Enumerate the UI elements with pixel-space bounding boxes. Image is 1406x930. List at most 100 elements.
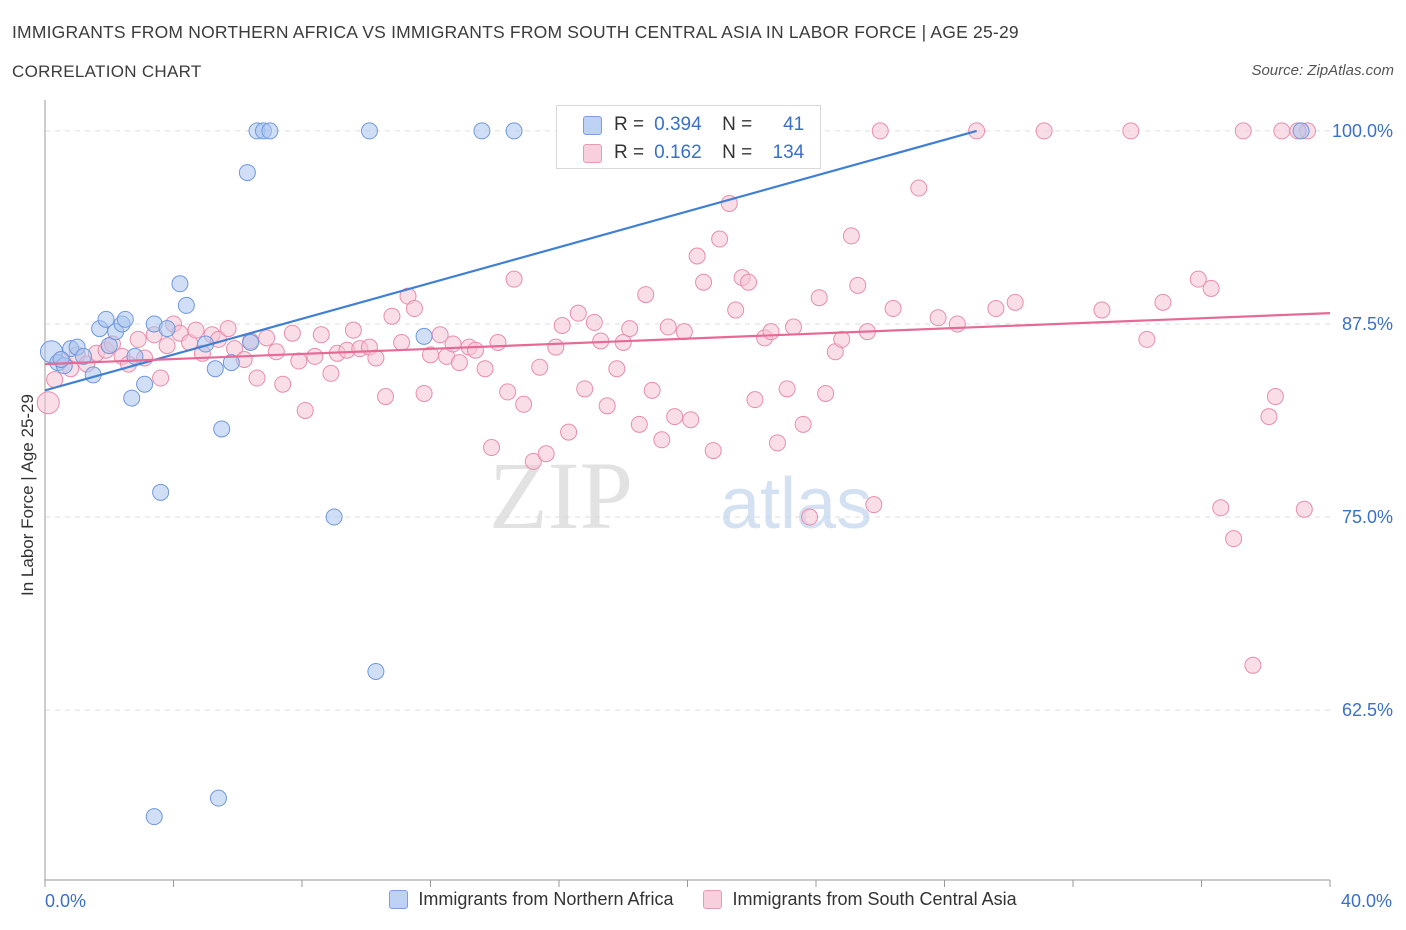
blue-point [152,483,170,501]
pink-point [987,300,1005,318]
pink-point [810,289,828,307]
blue-swatch [583,115,602,135]
pink-point [1273,122,1291,140]
pink-point [312,326,330,344]
blue-point [242,333,260,351]
pink-point [537,445,555,463]
pink-point [158,337,176,355]
legend-item-south-central-asia: Immigrants from South Central Asia [703,889,1017,910]
pink-point [608,360,626,378]
pink-point [560,423,578,441]
blue-point [97,310,115,328]
blue-point [171,275,189,293]
pink-point [621,320,639,338]
pink-trend-line [44,312,1331,366]
pink-point [637,286,655,304]
n-label: N = [722,142,753,163]
pink-point [553,317,571,335]
pink-point [948,315,966,333]
n-value: 41 [783,114,805,135]
pink-point [785,318,803,336]
pink-point [322,364,340,382]
pink-point [476,360,494,378]
chart-subtitle: CORRELATION CHART [12,62,202,81]
blue-series-points [39,122,1310,826]
pink-point [711,230,729,248]
pink-point [383,307,401,325]
legend-swatch-pink [703,890,723,909]
blue-point [100,337,118,355]
pink-point [36,391,60,415]
y-tick-label: 87.5% [1342,314,1393,334]
pink-point [1212,499,1230,517]
pink-point [219,320,237,338]
trend-lines [44,129,1331,392]
legend-label: Immigrants from South Central Asia [732,889,1017,909]
pink-point [1260,408,1278,426]
pink-point [865,496,883,514]
r-value: 0.162 [654,142,702,163]
pink-point [643,381,661,399]
pink-point [1202,279,1220,297]
pink-point [653,431,671,449]
legend-swatch-blue [389,890,409,909]
blue-point [473,122,491,140]
pink-point [801,508,819,526]
pink-point [306,347,324,365]
blue-point [123,389,141,407]
pink-point [1122,122,1140,140]
pink-point [768,434,786,452]
pink-swatch [583,143,602,163]
pink-point [450,354,468,372]
blue-point [1292,122,1310,140]
pink-point [682,411,700,429]
pink-point [1225,530,1243,548]
watermark-zip: ZIP [489,442,633,549]
pink-point [505,270,523,288]
pink-point [910,179,928,197]
legend-item-northern-africa: Immigrants from Northern Africa [389,889,673,910]
pink-point [129,330,147,348]
pink-point [283,324,301,342]
x-tick-max: 40.0% [1340,891,1392,911]
blue-point [52,350,70,368]
pink-point [675,323,693,341]
blue-point [126,347,144,365]
blue-point [505,122,523,140]
pink-point [524,452,542,470]
pink-point [849,276,867,294]
blue-point [206,360,224,378]
pink-point [695,273,713,291]
stats-row-pink: R = 0.162 N = 134 [583,141,804,165]
pink-point [871,122,889,140]
pink-point [499,383,517,401]
n-label: N = [722,114,753,135]
n-value: 134 [772,142,805,163]
watermark: ZIP atlas [489,442,872,549]
blue-point [158,320,176,338]
y-tick-label: 100.0% [1332,121,1393,141]
pink-point [444,335,462,353]
pink-point [466,341,484,359]
blue-point [367,662,385,680]
blue-point [238,164,256,182]
r-value: 0.394 [654,114,702,135]
pink-point [833,330,851,348]
pink-point [489,333,507,351]
y-tick-label: 62.5% [1342,700,1393,720]
pink-point [258,329,276,347]
pink-point [547,338,565,356]
pink-point [1244,656,1262,674]
source-label: Source: ZipAtlas.com [1251,62,1394,79]
blue-point [213,420,231,438]
blue-point [145,808,163,826]
pink-point [1234,122,1252,140]
pink-point [344,321,362,339]
r-label: R = [614,114,645,135]
blue-point [415,327,433,345]
pink-point [659,318,677,336]
pink-point [817,384,835,402]
pink-point [666,408,684,426]
blue-point [360,122,378,140]
